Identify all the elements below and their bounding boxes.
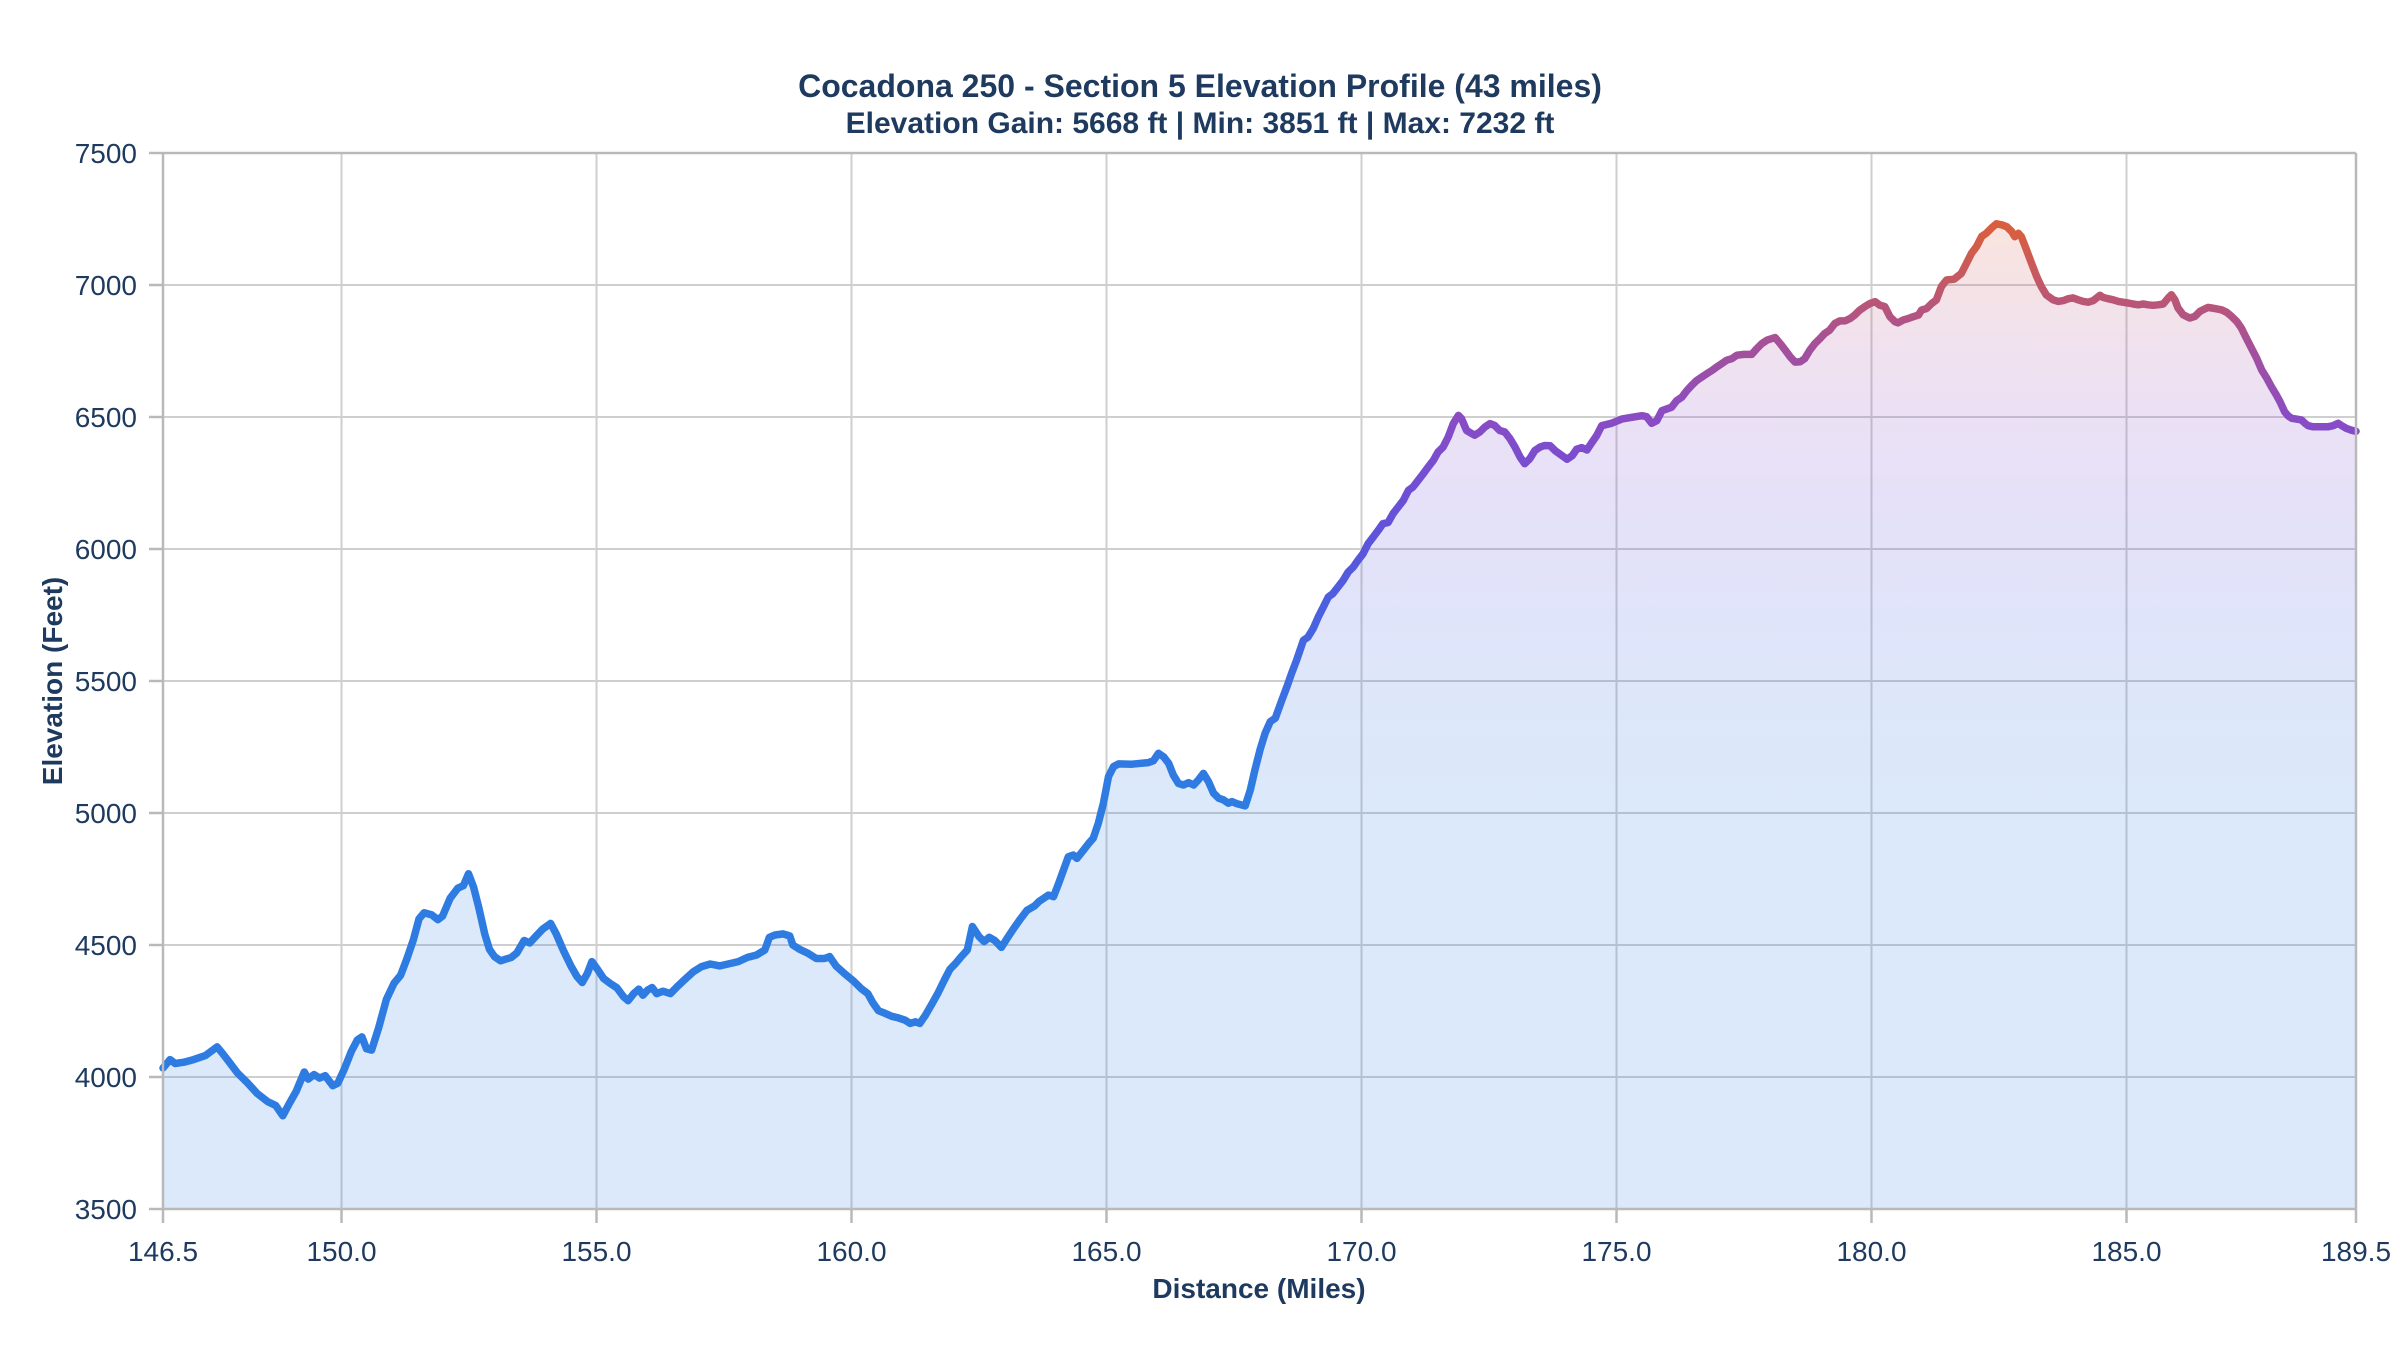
x-tick-label: 189.5 bbox=[2321, 1236, 2391, 1267]
y-tick-label: 5500 bbox=[75, 666, 137, 697]
x-axis-label: Distance (Miles) bbox=[1152, 1273, 1365, 1304]
x-tick-label: 175.0 bbox=[1581, 1236, 1651, 1267]
x-tick-label: 185.0 bbox=[2091, 1236, 2161, 1267]
y-tick-label: 6500 bbox=[75, 402, 137, 433]
y-tick-label: 6000 bbox=[75, 534, 137, 565]
y-tick-label: 7500 bbox=[75, 138, 137, 169]
x-tick-label: 180.0 bbox=[1836, 1236, 1906, 1267]
y-tick-label: 4000 bbox=[75, 1062, 137, 1093]
y-axis-label: Elevation (Feet) bbox=[37, 577, 68, 785]
y-tick-label: 4500 bbox=[75, 930, 137, 961]
x-tick-label: 146.5 bbox=[128, 1236, 198, 1267]
x-axis-tick-labels: 146.5 150.0 155.0 160.0 165.0 170.0 175.0 180.0… bbox=[128, 1236, 2391, 1267]
elevation-line bbox=[159, 220, 2360, 1120]
y-axis-tick-labels: 3500 4000 4500 5000 5500 6000 6500 7000 7500 bbox=[75, 138, 137, 1225]
axis-ticks bbox=[149, 151, 2358, 1223]
x-tick-label: 165.0 bbox=[1071, 1236, 1141, 1267]
x-tick-label: 150.0 bbox=[306, 1236, 376, 1267]
y-tick-label: 5000 bbox=[75, 798, 137, 829]
x-tick-label: 155.0 bbox=[561, 1236, 631, 1267]
y-tick-label: 7000 bbox=[75, 270, 137, 301]
x-tick-label: 160.0 bbox=[816, 1236, 886, 1267]
chart-title: Cocadona 250 - Section 5 Elevation Profi… bbox=[798, 68, 1602, 104]
elevation-area-fill bbox=[163, 223, 2356, 1210]
chart-subtitle: Elevation Gain: 5668 ft | Min: 3851 ft |… bbox=[846, 107, 1555, 140]
x-tick-label: 170.0 bbox=[1326, 1236, 1396, 1267]
y-tick-label: 3500 bbox=[75, 1194, 137, 1225]
